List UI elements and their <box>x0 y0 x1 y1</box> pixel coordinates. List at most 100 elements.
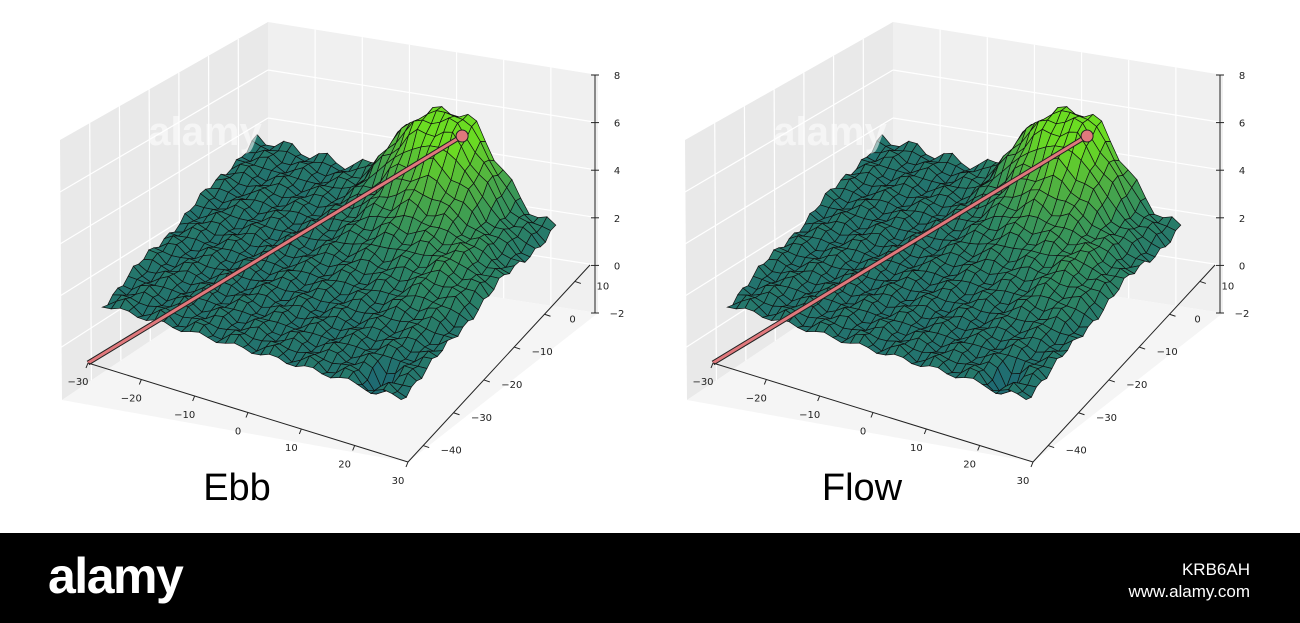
z-tick-label: 8 <box>1239 71 1245 82</box>
z-tick-label: 0 <box>1239 261 1245 272</box>
x-tick-label: 10 <box>910 443 923 454</box>
z-tick-label: 0 <box>614 261 620 272</box>
y-tick-label: −30 <box>1096 413 1117 424</box>
surface-mesh <box>101 106 557 400</box>
x-tick <box>85 362 89 369</box>
x-tick <box>192 395 196 402</box>
panel-title: Ebb <box>203 467 271 509</box>
image-id: KRB6AH <box>1181 560 1250 579</box>
x-tick <box>710 362 714 369</box>
x-tick <box>245 412 249 418</box>
y-tick <box>514 346 521 350</box>
surface-cell <box>1016 390 1033 400</box>
pointer-line-stroke <box>712 134 1088 365</box>
x-tick <box>138 379 142 385</box>
y-tick <box>1048 445 1055 449</box>
pointer-line <box>711 129 1094 366</box>
x-tick-label: −10 <box>799 410 820 421</box>
y-tick <box>544 313 551 317</box>
watermark: alamy <box>773 110 887 154</box>
y-tick-label: 0 <box>569 314 575 325</box>
x-tick-label: 0 <box>860 427 866 438</box>
grid-line <box>267 69 599 124</box>
z-tick-label: 6 <box>614 119 620 130</box>
z-tick-label: 6 <box>1239 119 1245 130</box>
y-tick-label: 10 <box>596 281 609 292</box>
y-tick <box>1078 412 1085 416</box>
grid-line <box>118 106 122 361</box>
x-tick <box>817 395 821 402</box>
y-tick-label: 10 <box>1221 281 1234 292</box>
x-tick <box>1030 461 1034 468</box>
x-tick <box>352 445 356 451</box>
axes <box>85 74 599 468</box>
image-id-block: KRB6AH www.alamy.com <box>1128 559 1250 603</box>
x-tick-label: 20 <box>338 460 351 471</box>
y-tick <box>1139 346 1146 350</box>
ebb-panel: −30−20−100102030−40−30−20−10010−202468al… <box>59 22 625 509</box>
pointer-line <box>86 129 469 366</box>
y-tick-label: −10 <box>1157 347 1178 358</box>
grid-line <box>892 69 1224 124</box>
pointer-line-stroke <box>87 134 463 365</box>
site-url: www.alamy.com <box>1128 582 1250 601</box>
grid-line <box>684 117 894 245</box>
footer-bar: alamy KRB6AH www.alamy.com <box>0 533 1300 623</box>
z-tick-label: −2 <box>610 309 625 320</box>
grid-line <box>59 69 269 193</box>
peak-marker <box>455 129 469 143</box>
y-axis-line <box>1032 264 1216 463</box>
y-tick <box>574 280 581 284</box>
y-tick-label: −40 <box>441 446 462 457</box>
x-tick <box>298 428 302 435</box>
peak-marker <box>1080 129 1094 143</box>
y-tick-label: 0 <box>1194 314 1200 325</box>
watermark: alamy <box>148 110 262 154</box>
x-tick-label: −30 <box>692 377 713 388</box>
panel-title: Flow <box>822 467 903 509</box>
y-tick-label: −20 <box>501 380 522 391</box>
surface-cell <box>391 390 408 400</box>
y-tick-label: −20 <box>1126 380 1147 391</box>
x-tick-label: −20 <box>746 394 767 405</box>
y-tick-label: −30 <box>471 413 492 424</box>
z-tick-label: 4 <box>1239 166 1245 177</box>
x-tick-label: 0 <box>235 427 241 438</box>
x-tick-label: −20 <box>121 394 142 405</box>
x-tick-label: 20 <box>963 460 976 471</box>
y-tick <box>1169 313 1176 317</box>
grid-line <box>59 117 269 245</box>
y-tick-label: −40 <box>1066 446 1087 457</box>
y-tick-label: −10 <box>532 347 553 358</box>
z-tick-label: 8 <box>614 71 620 82</box>
y-tick <box>423 445 430 449</box>
alamy-logo: alamy <box>48 548 184 604</box>
surface-mesh <box>726 106 1182 400</box>
x-tick <box>870 412 874 418</box>
z-tick-label: −2 <box>1235 309 1250 320</box>
x-tick <box>763 379 767 385</box>
figure: −30−20−100102030−40−30−20−10010−202468al… <box>59 22 1250 509</box>
y-axis-line <box>407 264 591 463</box>
grid-line <box>684 69 894 193</box>
axes <box>710 74 1224 468</box>
y-tick <box>1108 379 1115 383</box>
x-tick-label: −10 <box>174 410 195 421</box>
x-tick-label: −30 <box>67 377 88 388</box>
y-tick <box>1199 280 1206 284</box>
x-tick-label: 30 <box>392 476 405 487</box>
z-tick-label: 4 <box>614 166 620 177</box>
grid-line <box>743 106 747 361</box>
x-tick <box>923 428 927 435</box>
y-tick <box>483 379 490 383</box>
y-tick <box>453 412 460 416</box>
flow-panel: −30−20−100102030−40−30−20−10010−202468al… <box>684 22 1250 509</box>
x-tick-label: 30 <box>1017 476 1030 487</box>
grid-line <box>714 123 718 381</box>
grid-line <box>89 123 93 381</box>
x-tick <box>977 445 981 451</box>
z-tick-label: 2 <box>614 214 620 225</box>
z-tick-label: 2 <box>1239 214 1245 225</box>
x-tick <box>405 461 409 468</box>
x-tick-label: 10 <box>285 443 298 454</box>
